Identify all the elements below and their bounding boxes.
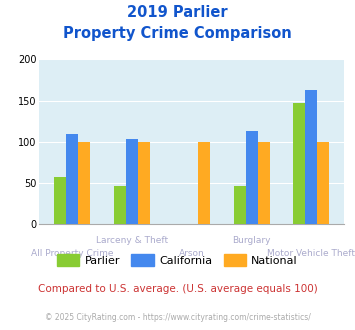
Legend: Parlier, California, National: Parlier, California, National — [53, 250, 302, 270]
Bar — [78, 142, 90, 224]
Text: Larceny & Theft: Larceny & Theft — [96, 236, 168, 245]
Bar — [126, 139, 138, 224]
Text: Property Crime Comparison: Property Crime Comparison — [63, 26, 292, 41]
Bar — [198, 142, 210, 224]
Text: Burglary: Burglary — [232, 236, 271, 245]
Bar — [257, 142, 269, 224]
Bar — [317, 142, 329, 224]
Bar — [66, 134, 78, 224]
Bar — [294, 103, 305, 224]
Bar — [246, 131, 257, 224]
Bar — [138, 142, 150, 224]
Text: Arson: Arson — [179, 249, 204, 258]
Bar — [114, 186, 126, 224]
Text: 2019 Parlier: 2019 Parlier — [127, 5, 228, 20]
Text: Compared to U.S. average. (U.S. average equals 100): Compared to U.S. average. (U.S. average … — [38, 284, 317, 294]
Text: Motor Vehicle Theft: Motor Vehicle Theft — [267, 249, 355, 258]
Text: All Property Crime: All Property Crime — [31, 249, 113, 258]
Text: © 2025 CityRating.com - https://www.cityrating.com/crime-statistics/: © 2025 CityRating.com - https://www.city… — [45, 314, 310, 322]
Bar — [305, 90, 317, 224]
Bar — [234, 185, 246, 224]
Bar — [54, 178, 66, 224]
